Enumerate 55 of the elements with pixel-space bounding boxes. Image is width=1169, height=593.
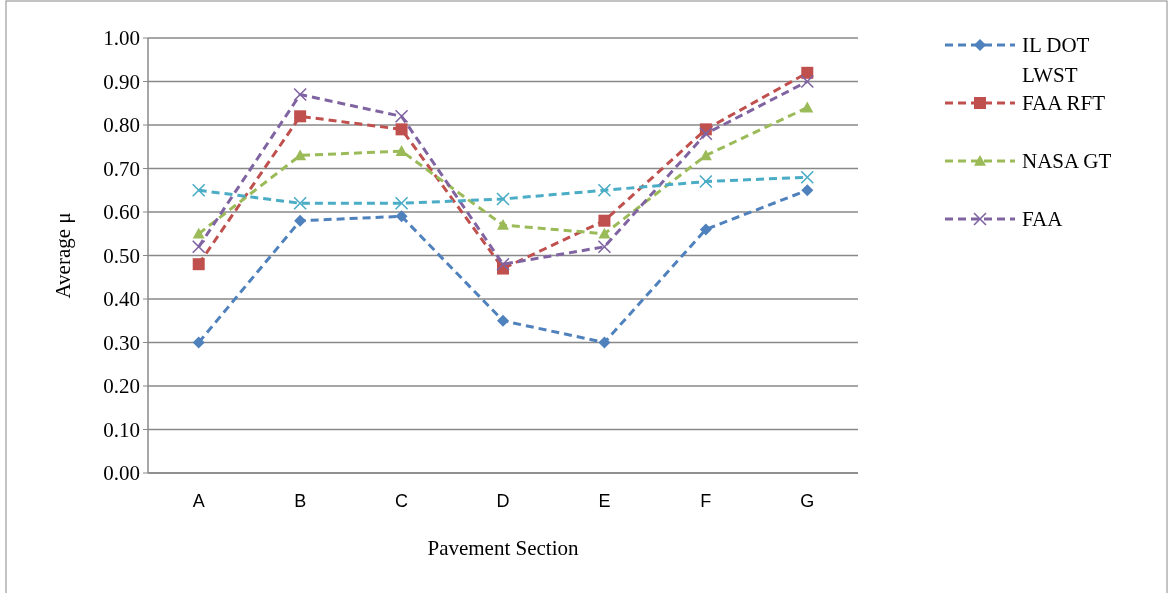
point xyxy=(598,336,611,349)
legend-label: FAA RFT xyxy=(1022,91,1106,115)
y-tick-label: 0.20 xyxy=(103,374,140,399)
x-tick-label: F xyxy=(700,491,712,511)
legend-label: NASA GT xyxy=(1022,149,1112,173)
point xyxy=(598,214,611,227)
point xyxy=(801,66,814,79)
point xyxy=(496,192,510,206)
point xyxy=(597,183,612,198)
point xyxy=(497,314,509,327)
y-tick-label: 1.00 xyxy=(103,26,140,51)
point xyxy=(801,101,814,113)
x-tick-label: G xyxy=(800,491,815,511)
point xyxy=(192,227,205,239)
y-tick-label: 0.30 xyxy=(103,330,140,355)
point xyxy=(497,219,509,230)
y-tick-label: 0.90 xyxy=(103,69,140,94)
point xyxy=(597,240,612,254)
y-tick-label: 0.40 xyxy=(103,287,140,312)
x-tick-label: C xyxy=(395,491,409,511)
point xyxy=(191,240,206,254)
point xyxy=(293,87,307,102)
x-axis-title: Pavement Section xyxy=(427,536,580,560)
point xyxy=(598,227,611,239)
point xyxy=(395,210,408,223)
point xyxy=(293,196,307,211)
point xyxy=(800,74,815,89)
point xyxy=(394,109,409,124)
x-tick-label: D xyxy=(496,491,510,511)
point xyxy=(699,174,713,189)
y-tick-label: 0.00 xyxy=(103,461,140,486)
y-tick-label: 0.60 xyxy=(103,200,140,225)
y-tick-label: 0.80 xyxy=(103,113,140,138)
y-tick-label: 0.50 xyxy=(103,243,140,268)
x-tick-label: B xyxy=(294,491,307,511)
y-axis-title: Average μ xyxy=(51,212,75,299)
y-tick-label: 0.70 xyxy=(103,156,140,181)
point xyxy=(192,258,205,271)
point xyxy=(191,183,206,198)
point xyxy=(699,126,713,141)
legend-label: FAA xyxy=(1022,207,1064,231)
point xyxy=(294,110,307,123)
point xyxy=(395,123,408,136)
legend-label: IL DOT LWST xyxy=(1022,33,1090,87)
x-tick-label: A xyxy=(192,491,205,511)
point xyxy=(800,170,815,184)
point xyxy=(496,257,510,271)
y-tick-label: 0.10 xyxy=(103,417,140,442)
point xyxy=(801,184,814,197)
point xyxy=(294,214,307,227)
point xyxy=(192,336,205,349)
point xyxy=(699,223,712,236)
x-tick-label: E xyxy=(598,491,611,511)
point xyxy=(394,196,409,211)
point xyxy=(294,149,307,161)
